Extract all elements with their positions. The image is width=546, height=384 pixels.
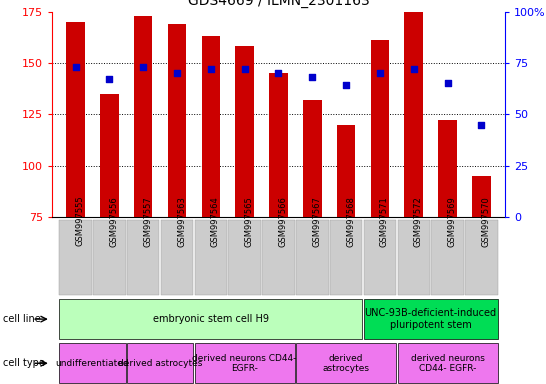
Point <box>443 80 452 86</box>
Bar <box>100 94 118 217</box>
FancyBboxPatch shape <box>364 299 497 339</box>
Bar <box>201 36 220 217</box>
FancyBboxPatch shape <box>330 220 363 295</box>
Bar <box>269 73 288 217</box>
Text: GSM997555: GSM997555 <box>75 196 85 247</box>
FancyBboxPatch shape <box>431 220 464 295</box>
Text: derived neurons CD44-
EGFR-: derived neurons CD44- EGFR- <box>192 354 297 373</box>
FancyBboxPatch shape <box>194 343 295 383</box>
Bar <box>303 100 322 217</box>
Bar <box>405 12 423 217</box>
Bar <box>235 46 254 217</box>
Point <box>410 66 418 72</box>
Text: derived neurons
CD44- EGFR-: derived neurons CD44- EGFR- <box>411 354 484 373</box>
FancyBboxPatch shape <box>127 220 159 295</box>
Text: GSM997571: GSM997571 <box>380 196 389 247</box>
FancyBboxPatch shape <box>60 299 363 339</box>
Point <box>477 121 486 127</box>
Text: derived
astrocytes: derived astrocytes <box>323 354 370 373</box>
FancyBboxPatch shape <box>93 220 126 295</box>
Point <box>274 70 283 76</box>
Bar <box>371 40 389 217</box>
Point <box>342 83 351 89</box>
Point <box>240 66 249 72</box>
Text: undifferentiated: undifferentiated <box>56 359 129 368</box>
Point <box>173 70 181 76</box>
Text: GSM997567: GSM997567 <box>312 196 321 247</box>
FancyBboxPatch shape <box>296 343 396 383</box>
Text: GSM997572: GSM997572 <box>414 196 423 247</box>
Bar <box>134 16 152 217</box>
FancyBboxPatch shape <box>296 220 329 295</box>
Text: GSM997556: GSM997556 <box>109 196 118 247</box>
FancyBboxPatch shape <box>194 220 227 295</box>
Text: embryonic stem cell H9: embryonic stem cell H9 <box>153 314 269 324</box>
Title: GDS4669 / ILMN_2301163: GDS4669 / ILMN_2301163 <box>188 0 369 8</box>
Text: GSM997565: GSM997565 <box>245 196 254 247</box>
Text: cell type: cell type <box>3 358 45 368</box>
Bar <box>438 121 457 217</box>
Text: GSM997564: GSM997564 <box>211 196 220 247</box>
Point <box>71 64 80 70</box>
Text: GSM997569: GSM997569 <box>448 196 456 247</box>
Text: UNC-93B-deficient-induced
pluripotent stem: UNC-93B-deficient-induced pluripotent st… <box>365 308 497 330</box>
Text: derived astrocytes: derived astrocytes <box>118 359 202 368</box>
FancyBboxPatch shape <box>60 220 92 295</box>
Point <box>206 66 215 72</box>
Bar <box>337 124 355 217</box>
FancyBboxPatch shape <box>397 343 497 383</box>
Text: GSM997570: GSM997570 <box>482 196 490 247</box>
Point <box>105 76 114 83</box>
FancyBboxPatch shape <box>60 343 126 383</box>
Text: GSM997568: GSM997568 <box>346 196 355 247</box>
Bar <box>66 22 85 217</box>
FancyBboxPatch shape <box>397 220 430 295</box>
FancyBboxPatch shape <box>364 220 396 295</box>
FancyBboxPatch shape <box>465 220 497 295</box>
Point <box>376 70 384 76</box>
Bar <box>472 176 491 217</box>
FancyBboxPatch shape <box>262 220 295 295</box>
FancyBboxPatch shape <box>161 220 193 295</box>
FancyBboxPatch shape <box>127 343 193 383</box>
Text: GSM997563: GSM997563 <box>177 196 186 247</box>
FancyBboxPatch shape <box>228 220 261 295</box>
Text: cell line: cell line <box>3 314 40 324</box>
Text: GSM997557: GSM997557 <box>143 196 152 247</box>
Point <box>308 74 317 80</box>
Text: GSM997566: GSM997566 <box>278 196 287 247</box>
Point <box>139 64 147 70</box>
Bar <box>168 24 186 217</box>
